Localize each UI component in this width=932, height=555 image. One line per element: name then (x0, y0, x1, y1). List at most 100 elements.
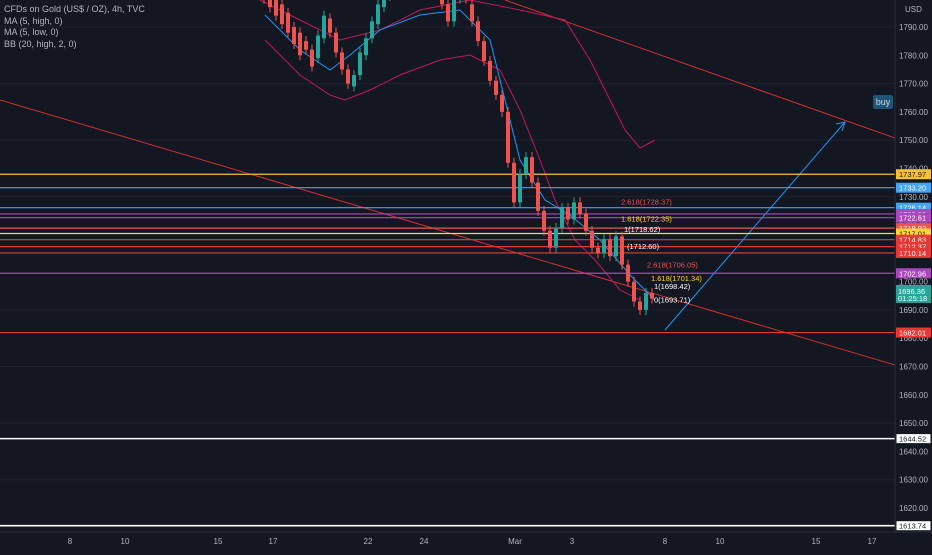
candle-up[interactable] (452, 0, 456, 22)
price-level-tag-text: 1717.01 (899, 230, 926, 239)
price-tick-label: 1730.00 (899, 193, 928, 202)
candle-up[interactable] (316, 35, 320, 59)
candle-up[interactable] (644, 292, 648, 310)
fib-level-label: (1712.60) (627, 242, 660, 251)
date-tick-label: 8 (663, 537, 668, 546)
date-tick-label: 17 (269, 537, 278, 546)
candle-down[interactable] (274, 0, 278, 16)
symbol-title[interactable]: CFDs on Gold (US$ / OZ), 4h, TVC (4, 4, 145, 14)
candle-down[interactable] (298, 32, 302, 56)
price-level-tag (896, 268, 931, 279)
date-tick-label: 15 (214, 537, 223, 546)
date-tick-label: 17 (868, 537, 877, 546)
price-level-tag (896, 228, 931, 239)
price-tick-label: 1780.00 (899, 51, 928, 60)
candle-up[interactable] (524, 157, 528, 175)
projection-arrow-line[interactable] (664, 121, 846, 331)
price-tick-label: 1660.00 (899, 391, 928, 400)
candle-down[interactable] (286, 12, 290, 33)
price-level-tag-text: 1682.01 (899, 329, 926, 338)
candle-up[interactable] (572, 202, 576, 220)
candle-down[interactable] (292, 27, 296, 44)
fib-level-label: 2.618(1706.05) (647, 261, 698, 270)
candle-down[interactable] (440, 0, 444, 5)
candle-down[interactable] (626, 264, 630, 282)
candle-down[interactable] (446, 4, 450, 22)
candle-up[interactable] (382, 0, 386, 8)
candle-down[interactable] (584, 213, 588, 231)
price-tick-label: 1700.00 (899, 278, 928, 287)
price-level-tag (896, 241, 931, 252)
candle-down[interactable] (536, 182, 540, 211)
candle-up[interactable] (614, 236, 618, 257)
candle-up[interactable] (358, 52, 362, 76)
price-level-tag (896, 212, 931, 223)
trendline-lower[interactable] (0, 99, 896, 366)
bollinger-indicator[interactable]: BB (20, high, 2, 0) (4, 38, 77, 49)
candle-down[interactable] (506, 111, 510, 163)
candle-down[interactable] (596, 247, 600, 254)
candle-down[interactable] (566, 208, 570, 220)
candle-down[interactable] (268, 0, 272, 8)
candle-up[interactable] (352, 75, 356, 87)
candle-down[interactable] (590, 230, 594, 248)
candle-down[interactable] (548, 230, 552, 248)
candle-up[interactable] (364, 38, 368, 56)
price-level-tag (896, 247, 931, 258)
candle-down[interactable] (578, 202, 582, 214)
trendline-upper[interactable] (504, 0, 896, 139)
candle-down[interactable] (346, 69, 350, 84)
ma-high-indicator[interactable]: MA (5, high, 0) (4, 15, 63, 26)
fib-level-label: 1(1718.62) (624, 225, 661, 234)
date-tick-label: 15 (812, 537, 821, 546)
price-level-tag-text: 1737.97 (899, 170, 926, 179)
candle-down[interactable] (340, 52, 344, 70)
fib-level-label: 2.618(1728.37) (621, 197, 672, 206)
fib-level-label: 1(1698.42) (654, 282, 691, 291)
candle-down[interactable] (530, 157, 534, 183)
price-level-tag-text: 1710.14 (899, 249, 926, 258)
candle-down[interactable] (512, 162, 516, 203)
candle-down[interactable] (334, 32, 338, 53)
fib-level-label: 1.618(1701.34) (651, 274, 702, 283)
candle-down[interactable] (542, 210, 546, 231)
candle-down[interactable] (482, 41, 486, 61)
candle-down[interactable] (476, 21, 480, 42)
candle-countdown: 01:25:18 (898, 294, 927, 303)
candle-up[interactable] (370, 21, 374, 39)
candle-down[interactable] (638, 301, 642, 310)
candle-down[interactable] (304, 41, 308, 50)
price-level-tag (896, 223, 931, 234)
candle-up[interactable] (518, 174, 522, 203)
ma-low-indicator[interactable]: MA (5, low, 0) (4, 27, 59, 37)
date-tick-label: 10 (121, 537, 130, 546)
candle-down[interactable] (280, 4, 284, 25)
candle-down[interactable] (494, 80, 498, 95)
price-tick-label: 1760.00 (899, 108, 928, 117)
candle-down[interactable] (608, 239, 612, 257)
price-level-tag (895, 433, 932, 445)
candle-up[interactable] (322, 15, 326, 39)
price-tick-label: 1620.00 (899, 504, 928, 513)
candle-down[interactable] (650, 292, 654, 299)
buy-label[interactable]: buy (873, 95, 893, 109)
candle-down[interactable] (470, 4, 474, 22)
candle-down[interactable] (310, 49, 314, 67)
candle-up[interactable] (376, 4, 380, 25)
candle-down[interactable] (620, 236, 624, 265)
candle-up[interactable] (554, 227, 558, 248)
candle-up[interactable] (560, 208, 564, 228)
candle-down[interactable] (500, 94, 504, 112)
candle-down[interactable] (488, 60, 492, 81)
date-tick-label: 3 (570, 537, 575, 546)
candle-down[interactable] (632, 281, 636, 302)
candle-up[interactable] (602, 239, 606, 254)
price-level-tag (896, 182, 931, 193)
price-level-tag-text: 1702.96 (899, 269, 926, 278)
price-tick-label: 1690.00 (899, 306, 928, 315)
candle-down[interactable] (328, 18, 332, 33)
price-level-tag (896, 327, 931, 338)
price-tick-label: 1750.00 (899, 136, 928, 145)
